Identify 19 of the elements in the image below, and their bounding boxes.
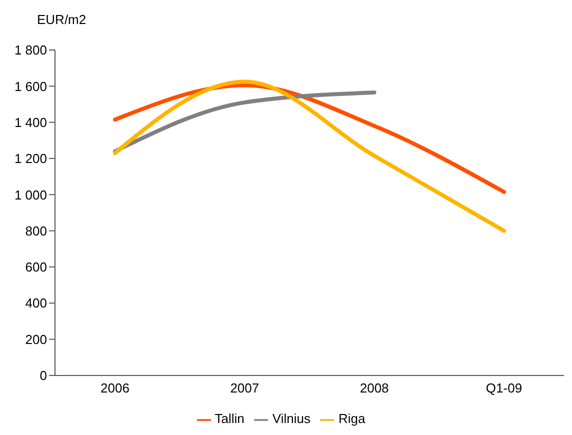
y-tick-label: 0 (40, 368, 47, 384)
y-tick-label: 400 (25, 296, 47, 311)
y-tick-label: 1 600 (14, 78, 47, 94)
legend-label: Tallin (214, 411, 244, 426)
y-tick-label: 1 800 (14, 42, 47, 58)
x-tick-label: Q1-09 (486, 380, 522, 396)
y-tick-label: 200 (25, 332, 47, 347)
y-tick-label: 800 (25, 223, 47, 238)
y-tick-label: 1 400 (14, 114, 47, 130)
x-tick-label: 2007 (230, 380, 260, 396)
y-tick-label: 1 200 (14, 151, 47, 166)
y-axis-title: EUR/m2 (37, 12, 86, 27)
x-tick-label: 2008 (360, 380, 389, 396)
legend-label: Riga (338, 411, 366, 426)
line-series (113, 80, 506, 233)
y-tick-label: 600 (25, 260, 47, 275)
x-tick-label: 2006 (100, 380, 130, 396)
y-tick-label: 1 000 (14, 187, 47, 202)
legend-label: Vilnius (272, 411, 310, 426)
